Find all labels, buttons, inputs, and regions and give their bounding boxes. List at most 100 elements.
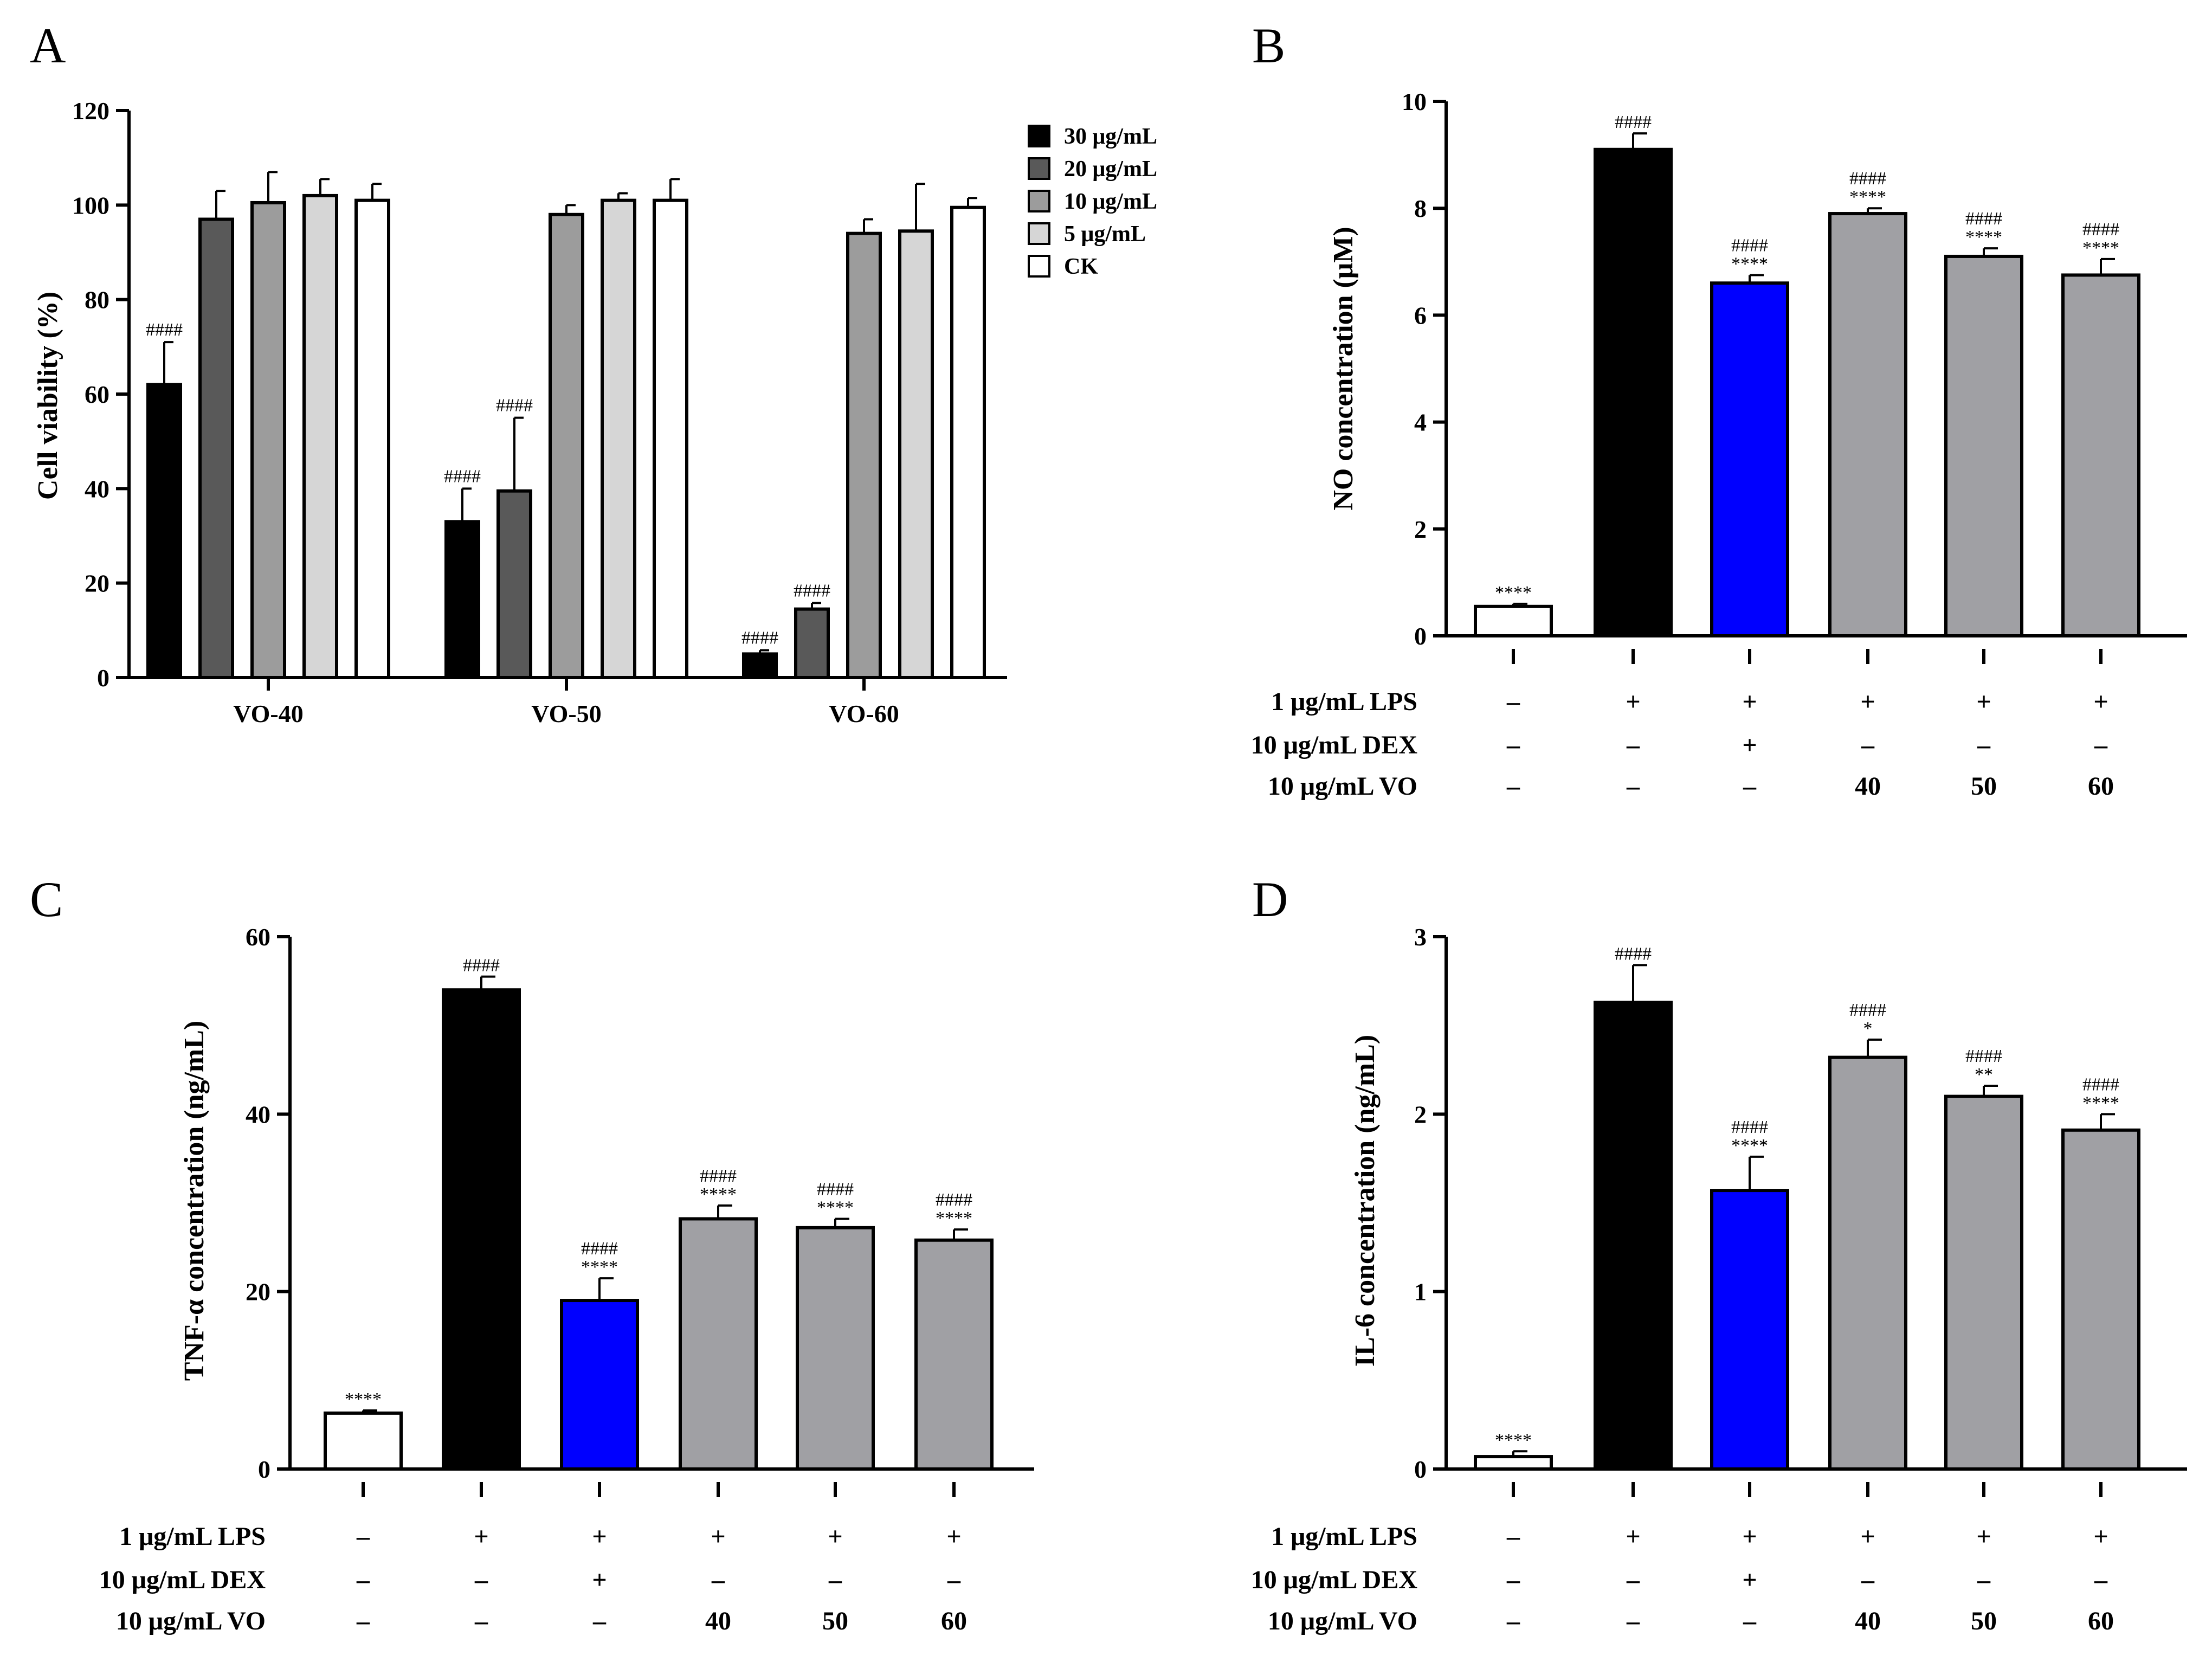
panel-d-treatment-cell: – <box>1743 1607 1757 1635</box>
panel-c-significance-label: **** <box>936 1208 972 1228</box>
panel-b-significance-label: #### <box>1615 112 1652 132</box>
panel-c-significance-label: **** <box>345 1389 382 1409</box>
panel-b-significance-label: **** <box>1965 227 2002 247</box>
panel-d-y-tick-label: 3 <box>1414 923 1427 951</box>
panel-a-significance-label: #### <box>146 320 183 340</box>
panel-c-treatment-cell: – <box>947 1566 961 1594</box>
panel-b-significance-label: **** <box>1731 254 1768 274</box>
panel-d-treatment-row-label: 10 μg/mL VO <box>1268 1607 1417 1635</box>
panel-d-bar <box>1828 1055 1907 1471</box>
panel-b-treatment-cell: 60 <box>2088 772 2114 801</box>
panel-c-treatment-cell: + <box>592 1522 607 1551</box>
panel-c-treatment-cell: – <box>356 1522 370 1551</box>
panel-b-y-tick-label: 10 <box>1402 88 1427 115</box>
panel-c-significance-label: **** <box>581 1257 618 1277</box>
panel-a-chart: 0 20 40 60 80 100 120 VO-40 #### VO-50 #### #### VO-… <box>72 97 1157 727</box>
panel-d-significance-label: #### <box>1965 1046 2002 1066</box>
panel-a-significance-label: #### <box>444 466 481 486</box>
panel-d-treatment-cell: – <box>1861 1566 1875 1594</box>
panel-b-y-axis-title: NO concentration (μM) <box>1328 227 1359 510</box>
panel-b-bar <box>1710 281 1789 637</box>
panel-a-y-tick-label: 60 <box>85 381 109 408</box>
panel-c-treatment-cell: – <box>711 1566 725 1594</box>
panel-d-bar <box>1474 1455 1553 1471</box>
panel-b-treatment-cell: – <box>1861 731 1875 759</box>
panel-letter-a: A <box>30 18 66 73</box>
panel-b-treatment-cell: – <box>2094 731 2108 759</box>
panel-c-significance-label: #### <box>463 956 500 976</box>
panel-b-treatment-row-label: 10 μg/mL DEX <box>1251 731 1418 759</box>
panel-b-bar <box>1828 212 1907 637</box>
panel-c-significance-label: #### <box>817 1179 854 1199</box>
panel-d-treatment-cell: – <box>1626 1607 1640 1635</box>
panel-d-y-tick-label: 1 <box>1414 1278 1427 1306</box>
panel-c-chart: 0204060****####****####****####****####*… <box>99 923 1034 1635</box>
panel-b-treatment-cell: + <box>1860 687 1875 716</box>
panel-b-treatment-row-label: 10 μg/mL VO <box>1268 772 1417 801</box>
legend-label: 30 μg/mL <box>1064 124 1157 149</box>
panel-c-treatment-cell: + <box>592 1566 607 1594</box>
panel-a-bar <box>742 652 778 679</box>
panel-b-treatment-cell: + <box>1742 731 1757 759</box>
panel-a-bar <box>846 231 882 679</box>
panel-c-y-tick-label: 40 <box>246 1100 270 1128</box>
panel-c-bar <box>796 1226 875 1471</box>
panel-d-treatment-cell: – <box>1977 1566 1991 1594</box>
panel-b-significance-label: **** <box>2082 238 2119 258</box>
panel-d-significance-label: #### <box>1615 944 1652 964</box>
panel-a-bar <box>549 212 584 679</box>
panel-c-significance-label: #### <box>581 1239 618 1259</box>
panel-c-bar <box>442 988 521 1471</box>
legend-swatch <box>1028 125 1050 147</box>
panel-b-significance-label: #### <box>2082 220 2119 240</box>
legend-swatch <box>1028 222 1050 245</box>
panel-d-treatment-cell: – <box>1506 1607 1520 1635</box>
panel-b-treatment-cell: – <box>1506 772 1520 801</box>
panel-d-bar <box>1710 1189 1789 1471</box>
panel-b-treatment-cell: 40 <box>1855 772 1881 801</box>
panel-a-bar <box>496 489 532 679</box>
panel-b-bar <box>1944 254 2023 637</box>
panel-b-treatment-cell: + <box>1742 687 1757 716</box>
panel-a-y-axis-title: Cell viability (%) <box>33 292 63 500</box>
panel-b-bar <box>1474 604 1553 638</box>
panel-b-treatment-cell: – <box>1977 731 1991 759</box>
panel-a-y-tick-label: 120 <box>72 97 109 125</box>
panel-b-significance-label: **** <box>1849 187 1886 207</box>
panel-b-significance-label: **** <box>1495 583 1532 603</box>
panel-c-significance-label: #### <box>700 1166 737 1186</box>
panel-a-bar <box>146 383 182 679</box>
panel-d-treatment-cell: + <box>1626 1522 1640 1551</box>
panel-d-significance-label: #### <box>1849 1000 1886 1020</box>
panel-d-treatment-cell: 60 <box>2088 1607 2114 1635</box>
panel-b-y-tick-label: 8 <box>1414 195 1427 222</box>
panel-c-treatment-cell: – <box>474 1607 488 1635</box>
panel-c-significance-label: **** <box>700 1184 737 1204</box>
panel-c-y-tick-label: 60 <box>246 923 270 951</box>
panel-a-bar <box>302 194 338 679</box>
panel-d-y-axis-title: IL-6 concentration (ng/mL) <box>1350 1035 1381 1367</box>
panel-c-y-tick-label: 20 <box>246 1278 270 1306</box>
panel-b-treatment-cell: + <box>2093 687 2108 716</box>
panel-letter-d: D <box>1252 872 1288 927</box>
panel-c-treatment-row-label: 10 μg/mL VO <box>116 1607 266 1635</box>
panel-d-y-tick-label: 2 <box>1414 1100 1427 1128</box>
panel-a-significance-label: #### <box>741 628 778 648</box>
panel-d-significance-label: * <box>1863 1019 1873 1039</box>
panel-d-treatment-cell: + <box>1742 1522 1757 1551</box>
legend-label: 20 μg/mL <box>1064 157 1157 182</box>
panel-c-treatment-cell: + <box>946 1522 961 1551</box>
panel-a-y-tick-label: 40 <box>85 475 109 503</box>
panel-b-bar <box>2061 273 2140 637</box>
panel-d-treatment-cell: – <box>1626 1566 1640 1594</box>
panel-c-treatment-cell: – <box>356 1607 370 1635</box>
panel-c-treatment-cell: + <box>828 1522 842 1551</box>
panel-c-y-tick-label: 0 <box>258 1455 270 1483</box>
panel-b-significance-label: #### <box>1731 235 1768 255</box>
panel-d-significance-label: **** <box>1731 1136 1768 1156</box>
panel-a-category-label: VO-50 <box>531 700 601 727</box>
legend-swatch <box>1028 190 1050 212</box>
panel-b-treatment-cell: – <box>1506 731 1520 759</box>
panel-b-treatment-cell: 50 <box>1971 772 1997 801</box>
